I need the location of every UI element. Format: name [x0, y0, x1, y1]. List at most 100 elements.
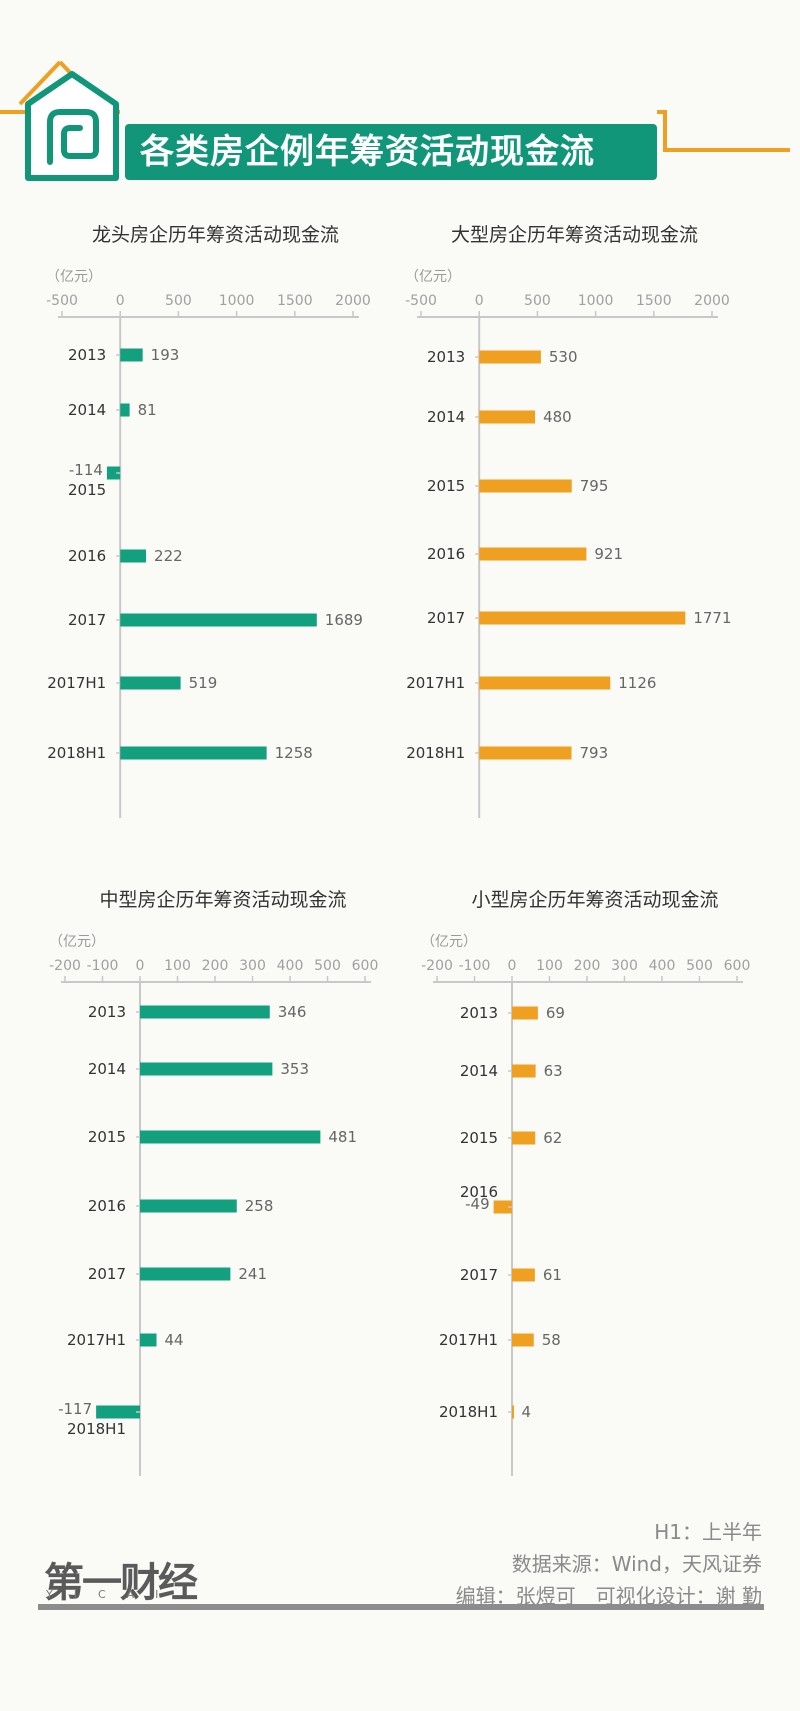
category-label: 2018H1	[47, 744, 106, 762]
category-label: 2014	[88, 1060, 126, 1078]
bar	[479, 547, 587, 561]
footer-note: H1：上半年	[654, 1520, 762, 1544]
data-label: 4	[522, 1403, 532, 1421]
data-label: 346	[278, 1003, 307, 1021]
data-label: 58	[542, 1331, 561, 1349]
bar	[479, 410, 536, 424]
bar	[140, 1062, 273, 1076]
bar	[120, 676, 181, 690]
bar	[479, 676, 611, 690]
category-label: 2013	[427, 348, 465, 366]
tick-label: 300	[239, 958, 266, 974]
tick-label: -500	[405, 293, 437, 309]
data-label: -117	[58, 1400, 92, 1418]
category-label: 2018H1	[439, 1403, 498, 1421]
unit-label: （亿元）	[421, 934, 477, 950]
bar	[479, 746, 572, 760]
tick-label: 0	[508, 958, 517, 974]
chart-title: 中型房企历年筹资活动现金流	[99, 889, 346, 911]
data-label: 258	[245, 1197, 274, 1215]
category-label: 2014	[427, 408, 465, 426]
category-label: 2014	[68, 401, 106, 419]
page-title: 各类房企例年筹资活动现金流	[140, 132, 595, 172]
bar	[120, 549, 147, 563]
bar	[479, 611, 686, 625]
tick-label: 400	[277, 958, 304, 974]
tick-label: 1000	[578, 293, 614, 309]
bar	[493, 1200, 512, 1214]
tick-label: 500	[314, 958, 341, 974]
tick-label: 0	[475, 293, 484, 309]
charts-canvas: 龙头房企历年筹资活动现金流（亿元）-500 0 500 1000 1500 2000193…	[46, 224, 751, 1476]
tick-label: -200	[49, 958, 81, 974]
data-label: 1771	[693, 609, 731, 627]
data-label: 63	[544, 1062, 563, 1080]
data-label: 519	[189, 674, 218, 692]
data-label: 1689	[325, 611, 363, 629]
data-label: 1258	[275, 744, 313, 762]
footer-divider	[38, 1604, 764, 1610]
category-label: 2016	[68, 547, 106, 565]
data-label: 69	[546, 1004, 565, 1022]
tick-label: 500	[524, 293, 551, 309]
chart-title: 龙头房企历年筹资活动现金流	[92, 224, 339, 246]
bar	[96, 1405, 140, 1419]
tick-label: 2000	[694, 293, 730, 309]
data-label: -49	[465, 1195, 490, 1213]
data-label: 921	[594, 545, 623, 563]
chart-title: 小型房企历年筹资活动现金流	[471, 889, 718, 911]
tick-label: -100	[459, 958, 491, 974]
data-label: 793	[580, 744, 609, 762]
tick-label: 600	[352, 958, 379, 974]
category-label: 2015	[427, 477, 465, 495]
tick-label: 2000	[335, 293, 371, 309]
bar	[512, 1006, 538, 1020]
bar	[120, 348, 143, 362]
data-label: 62	[543, 1129, 562, 1147]
bar	[140, 1333, 157, 1347]
unit-label: （亿元）	[46, 269, 102, 285]
category-label: 2017H1	[67, 1331, 126, 1349]
category-label: 2018H1	[406, 744, 465, 762]
category-label: 2017H1	[406, 674, 465, 692]
category-label: 2017H1	[47, 674, 106, 692]
chart-title: 大型房企历年筹资活动现金流	[451, 224, 698, 246]
bar	[512, 1268, 535, 1282]
bar	[479, 350, 541, 364]
data-label: 1126	[618, 674, 656, 692]
tick-label: -500	[46, 293, 78, 309]
brand-logo: 第一财经	[44, 1560, 198, 1606]
category-label: 2015	[68, 481, 106, 499]
tick-label: 1000	[219, 293, 255, 309]
tick-label: 300	[611, 958, 638, 974]
category-label: 2017	[68, 611, 106, 629]
category-label: 2013	[88, 1003, 126, 1021]
category-label: 2018H1	[67, 1420, 126, 1438]
data-label: 61	[543, 1266, 562, 1284]
house-icon	[0, 60, 790, 181]
tick-label: 600	[724, 958, 751, 974]
footer-source: 数据来源：Wind，天风证券	[511, 1552, 762, 1576]
tick-label: 0	[136, 958, 145, 974]
tick-label: 100	[536, 958, 563, 974]
category-label: 2017	[88, 1265, 126, 1283]
tick-label: 400	[649, 958, 676, 974]
tick-label: 500	[686, 958, 713, 974]
bar	[140, 1005, 270, 1019]
data-label: 81	[138, 401, 157, 419]
unit-label: （亿元）	[405, 269, 461, 285]
bar	[120, 403, 130, 417]
bar	[512, 1333, 534, 1347]
bar	[512, 1131, 536, 1145]
category-label: 2017H1	[439, 1331, 498, 1349]
data-label: 44	[165, 1331, 184, 1349]
data-label: -114	[69, 461, 103, 479]
bar	[106, 466, 121, 480]
bar	[479, 479, 572, 493]
tick-label: 500	[165, 293, 192, 309]
tick-label: -100	[87, 958, 119, 974]
category-label: 2014	[460, 1062, 498, 1080]
tick-label: 200	[202, 958, 229, 974]
unit-label: （亿元）	[49, 934, 105, 950]
